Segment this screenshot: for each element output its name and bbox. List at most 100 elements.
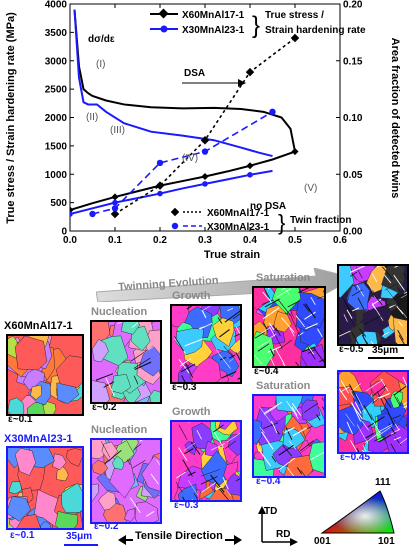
- series-marker: [157, 190, 163, 197]
- strain-label-top-2: ε~0.2: [92, 402, 117, 413]
- stage-nucleation-bottom: Nucleation: [91, 424, 148, 436]
- y-axis-right-label: Area fraction of detected twins: [389, 38, 401, 199]
- ebsd-texture: [172, 306, 240, 382]
- twin-fraction-point: [290, 33, 300, 43]
- annotation-dsigma: dσ/dε: [88, 34, 115, 45]
- annotations: dσ/dε (I) (II) (III) (IV) (V) DSA no DSA: [86, 34, 317, 212]
- legend-top-label-1: X60MnAl17-1: [182, 10, 245, 21]
- strain-label-bottom-4: ε~0.4: [256, 476, 281, 487]
- td-rd-axes: [258, 506, 298, 546]
- y-left-tick-label: 4000: [45, 0, 68, 11]
- strain-label-top-5: ε~0.5: [339, 344, 364, 355]
- axis-rd-label: RD: [276, 529, 291, 540]
- strain-label-bottom-3: ε~0.3: [174, 500, 199, 511]
- annotation-no-dsa: no DSA: [250, 201, 286, 212]
- legend-top-brace: }: [252, 12, 260, 39]
- strain-label-top-4: ε~0.4: [254, 366, 279, 377]
- ebsd-texture: [92, 440, 160, 522]
- y-left-tick-label: 2500: [45, 85, 68, 96]
- y-left-tick-label: 2000: [45, 113, 68, 124]
- legend-top-label-2: X30MnAl23-1: [182, 25, 245, 36]
- series-marker: [111, 193, 119, 201]
- stage-saturation-top: Saturation: [256, 272, 311, 284]
- series-marker: [70, 211, 73, 217]
- x-tick-label: 0.5: [288, 235, 302, 246]
- scalebar-top-label: 35μm: [372, 345, 399, 356]
- series-line-X60MnAl17-1-strain_hardening_rate: [73, 9, 296, 152]
- ebsd-map-bottom-0.2: [90, 438, 162, 524]
- ebsd-texture: [8, 448, 82, 528]
- scalebar-top-line: [368, 357, 404, 359]
- twin-fraction-point: [156, 159, 164, 167]
- twin-fraction-point: [111, 205, 119, 212]
- x-tick-label: 0.4: [243, 235, 257, 246]
- series-marker: [247, 172, 253, 178]
- x-tick-label: 0.6: [333, 235, 347, 246]
- ebsd-map-bottom-0.1: [6, 446, 84, 530]
- series-line-X30MnAl23-1-true_stress: [70, 169, 273, 215]
- tensile-direction-label: Tensile Direction: [133, 530, 225, 542]
- series-marker: [70, 206, 74, 214]
- legend-bottom-marker-2: [171, 222, 179, 230]
- x-tick-label: 0.2: [153, 235, 167, 246]
- twin-fraction-point: [245, 67, 255, 77]
- strain-label-top-1: ε~0.1: [8, 414, 33, 425]
- ebsd-map-top-0.5: [337, 264, 409, 346]
- series-marker: [202, 181, 208, 187]
- ebsd-texture: [8, 336, 82, 414]
- ebsd-map-bottom-0.4: [252, 394, 326, 478]
- scalebar-bottom-label: 35μm: [66, 531, 93, 542]
- stage-growth-bottom: Growth: [172, 406, 211, 418]
- y-left-tick-label: 0: [61, 227, 67, 238]
- legend-bottom-group: Twin fraction: [290, 215, 351, 226]
- ebsd-texture: [254, 288, 324, 366]
- legend-bottom-brace: }: [278, 210, 285, 235]
- ebsd-texture: [339, 266, 407, 344]
- stage-saturation-bottom: Saturation: [256, 380, 311, 392]
- ebsd-texture: [92, 322, 160, 402]
- ebsd-map-top-0.4: [252, 286, 326, 368]
- strain-label-top-3: ε~0.3: [172, 382, 197, 393]
- annotation-stage-i: (I): [96, 59, 105, 70]
- series-line-X30MnAl23-1-strain_hardening_rate: [73, 9, 273, 158]
- annotation-stage-iii: (III): [110, 125, 125, 136]
- legend-top-marker-2: [160, 25, 168, 33]
- alloy-label-bottom: X30MnAl23-1: [4, 433, 73, 445]
- ebsd-map-bottom-0.3: [170, 420, 242, 502]
- legend-top-group-line1: True stress /: [265, 10, 324, 21]
- twin-fraction-point: [89, 210, 96, 218]
- twin-fraction-point: [201, 148, 209, 155]
- strain-label-bottom-2: ε~0.2: [94, 521, 119, 532]
- y-right-tick-label: 0.05: [343, 170, 363, 181]
- twin-fraction-point: [155, 181, 165, 190]
- ipf-color-key: [320, 490, 395, 534]
- legend-top: X60MnAl17-1 X30MnAl23-1 } True stress / …: [150, 8, 366, 39]
- y-left-tick-label: 500: [50, 198, 67, 209]
- series-marker: [201, 172, 209, 181]
- twin-fraction-point: [110, 209, 120, 219]
- y-right-tick-label: 0.20: [343, 0, 363, 11]
- ebsd-map-top-0.3: [170, 304, 242, 384]
- legend-bottom-label-1: X60MnAl17-1: [207, 208, 270, 219]
- twin-fraction-line-X60MnAl17-1: [114, 37, 296, 215]
- strain-label-bottom-5: ε~0.45: [340, 452, 371, 463]
- annotation-stage-iv: (IV): [182, 153, 198, 164]
- scalebar-bottom-line: [64, 544, 98, 546]
- ebsd-map-top-0.2: [90, 320, 162, 404]
- x-tick-label: 0.0: [63, 235, 77, 246]
- y-left-tick-label: 1000: [45, 170, 68, 181]
- ebsd-texture: [172, 422, 240, 500]
- ebsd-texture: [254, 396, 324, 476]
- stage-growth-top: Growth: [172, 290, 211, 302]
- twin-fraction-point: [269, 108, 276, 116]
- ebsd-map-top-0.1: [6, 334, 84, 416]
- y-axis-left-label: True stress / Strain hardening rate (MPa…: [5, 12, 17, 224]
- twin-fraction-point: [200, 135, 210, 145]
- y-left-tick-label: 3000: [45, 56, 68, 67]
- ebsd-map-bottom-0.45: [337, 370, 409, 454]
- ipf-label-001: 001: [314, 536, 331, 547]
- y-right-tick-label: 0.10: [343, 113, 363, 124]
- dsa-arrow-head: [238, 79, 246, 87]
- y-right-tick-label: 0.15: [343, 56, 363, 67]
- legend-top-group-line2: Strain hardening rate: [265, 25, 366, 36]
